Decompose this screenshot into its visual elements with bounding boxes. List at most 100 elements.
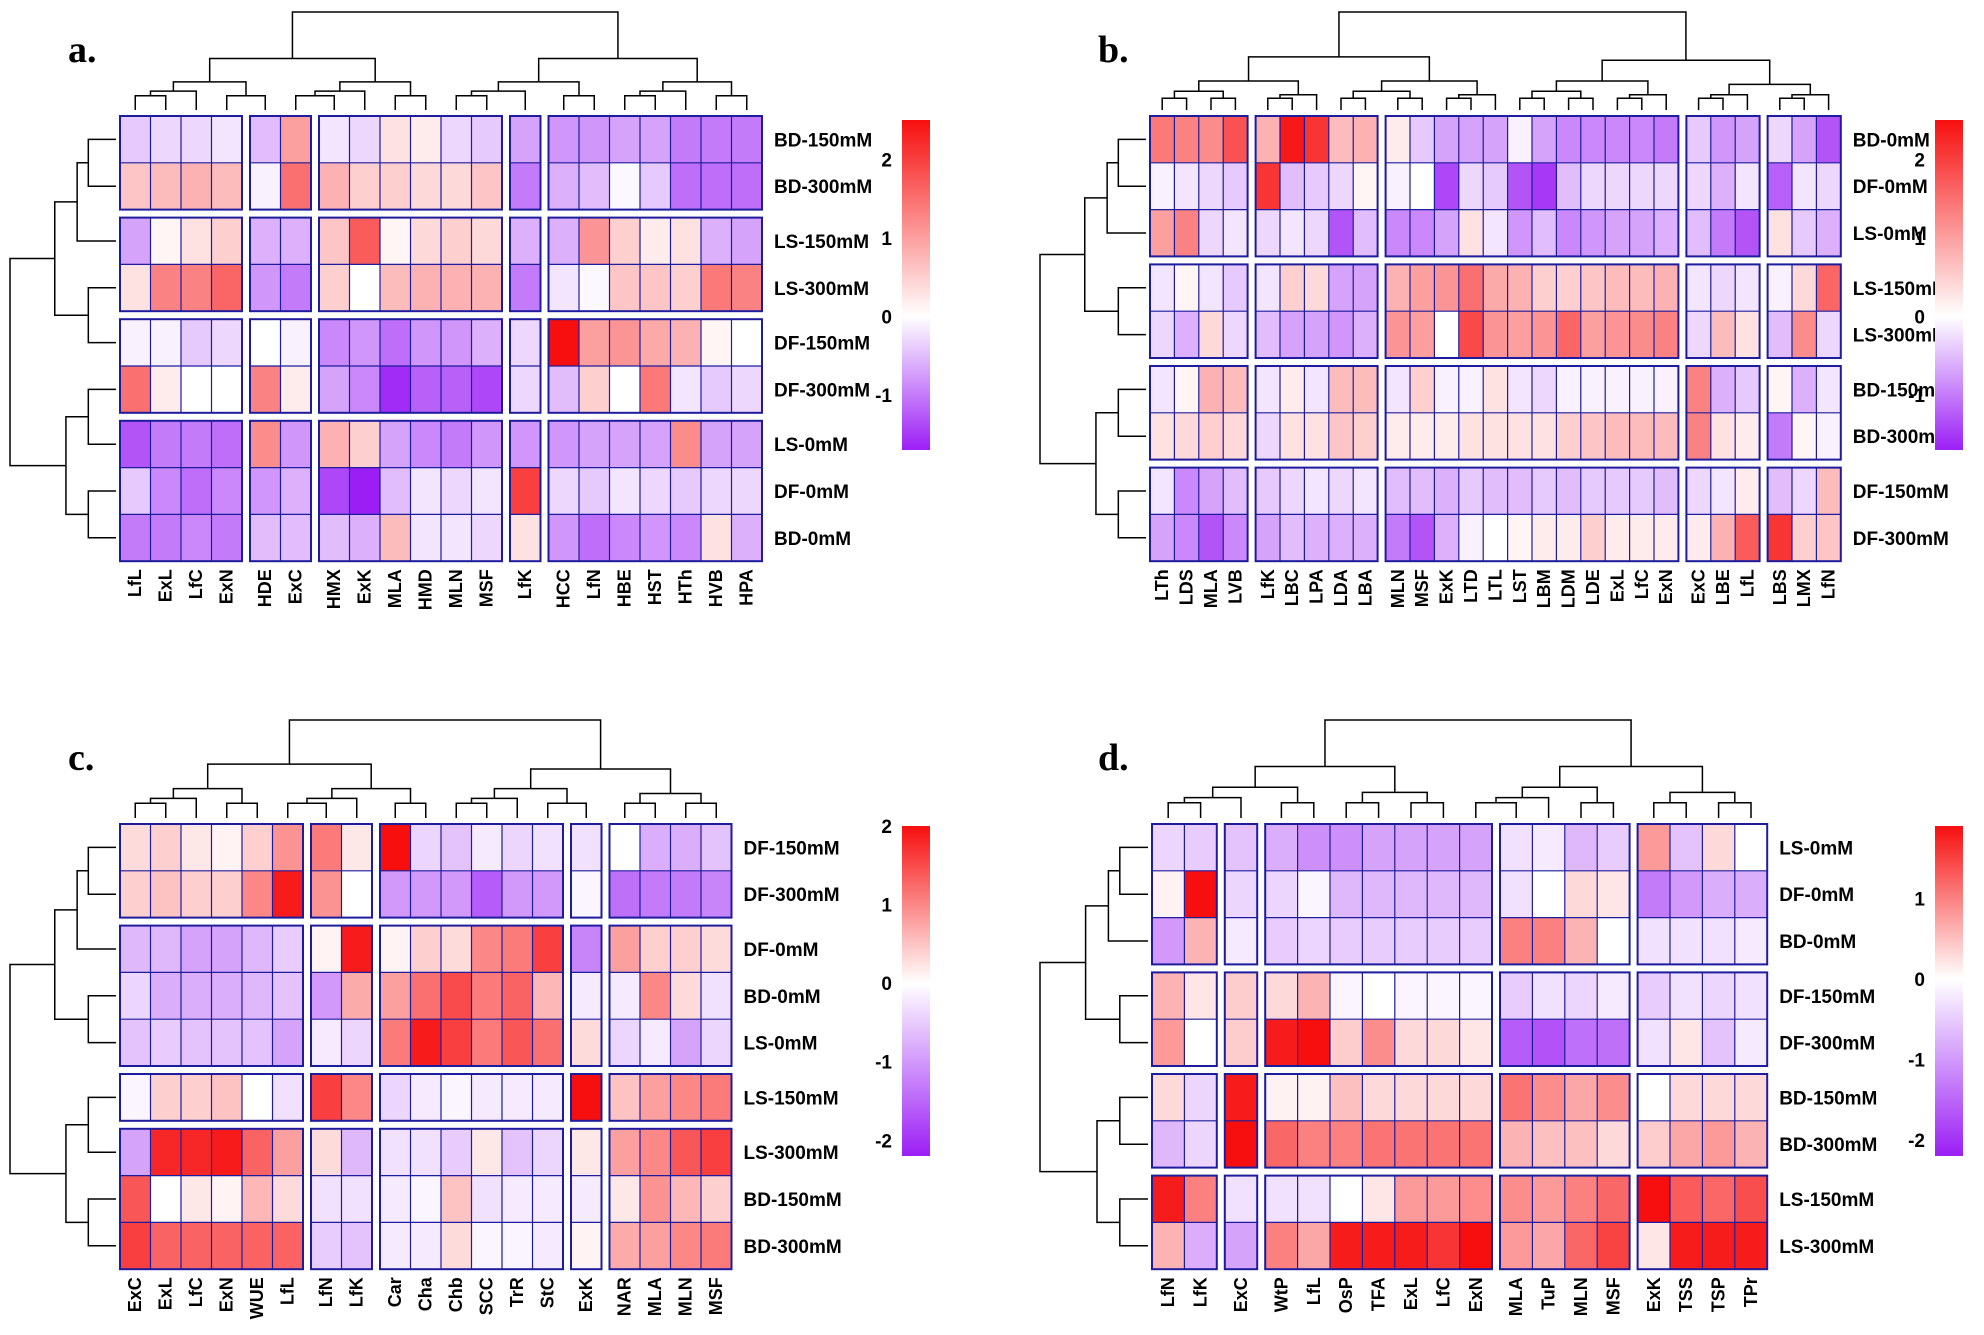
colorbar-tick-label: -2 bbox=[1908, 1131, 1925, 1152]
heatmap-cell bbox=[380, 1222, 411, 1270]
heatmap-cell bbox=[1500, 1120, 1533, 1168]
heatmap-cell bbox=[609, 116, 640, 163]
heatmap-cell bbox=[1670, 1222, 1703, 1270]
heatmap-cell bbox=[1605, 366, 1630, 413]
heatmap-block bbox=[1766, 115, 1842, 258]
heatmap-cell bbox=[1224, 1222, 1258, 1270]
heatmap-cell bbox=[1734, 870, 1768, 918]
heatmap-cell bbox=[120, 1175, 151, 1223]
heatmap-cell bbox=[1198, 311, 1224, 358]
heatmap-cell bbox=[272, 1019, 303, 1066]
heatmap-cell bbox=[640, 217, 671, 265]
heatmap-cell bbox=[510, 420, 541, 468]
row-label: LS-150mM bbox=[774, 232, 869, 253]
heatmap-cell bbox=[502, 824, 533, 871]
heatmap-cell bbox=[311, 870, 342, 918]
heatmap-cell bbox=[670, 1222, 701, 1270]
heatmap-block bbox=[1499, 1174, 1631, 1271]
row-label: DF-150mM bbox=[744, 838, 840, 859]
column-label: LMX bbox=[1794, 569, 1814, 607]
heatmap-cell bbox=[441, 925, 472, 973]
heatmap-cell bbox=[1427, 917, 1460, 965]
heatmap-cell bbox=[1223, 412, 1248, 460]
dendrogram-branch bbox=[1717, 802, 1752, 818]
heatmap-cell bbox=[701, 116, 732, 163]
heatmap-cell bbox=[242, 1019, 273, 1066]
heatmap-cell bbox=[701, 972, 732, 1020]
column-label: ExL bbox=[156, 569, 176, 602]
heatmap-cell bbox=[510, 264, 541, 312]
heatmap-cell bbox=[410, 1175, 441, 1223]
column-label: MLA bbox=[385, 569, 405, 608]
dendrogram-branch bbox=[1173, 90, 1224, 99]
heatmap-cell bbox=[670, 116, 701, 163]
heatmap-cell bbox=[609, 1175, 640, 1223]
heatmap-cell bbox=[1385, 467, 1410, 515]
heatmap-cell bbox=[1434, 412, 1459, 460]
dendrogram-branch bbox=[1117, 490, 1146, 539]
heatmap-cell bbox=[670, 1128, 701, 1176]
heatmap-cell bbox=[1483, 209, 1508, 257]
heatmap-cell bbox=[441, 1222, 472, 1270]
heatmap-cell bbox=[1500, 917, 1533, 965]
dendrogram-branch bbox=[1601, 59, 1771, 85]
heatmap-cell bbox=[1507, 412, 1532, 460]
dendrogram-branch bbox=[1669, 791, 1736, 803]
heatmap-cell bbox=[609, 366, 640, 413]
heatmap-cell bbox=[1702, 972, 1735, 1020]
heatmap-block bbox=[310, 823, 373, 919]
heatmap-cell bbox=[1198, 209, 1224, 257]
heatmap-cell bbox=[211, 1175, 242, 1223]
heatmap-cell bbox=[1734, 1019, 1768, 1066]
heatmap-cell bbox=[548, 264, 579, 312]
heatmap-block bbox=[1264, 971, 1493, 1068]
heatmap-cell bbox=[410, 514, 441, 562]
heatmap-cell bbox=[441, 1128, 472, 1176]
heatmap-cell bbox=[1265, 972, 1298, 1020]
heatmap-cell bbox=[1174, 311, 1199, 358]
heatmap-cell bbox=[548, 467, 579, 515]
heatmap-cell bbox=[211, 925, 242, 973]
heatmap-cell bbox=[510, 162, 541, 210]
colorbar-tick-label: -1 bbox=[1908, 1050, 1925, 1071]
heatmap-block bbox=[119, 1073, 304, 1122]
column-label: LDM bbox=[1559, 569, 1579, 608]
heatmap-cell bbox=[1385, 412, 1410, 460]
heatmap-cell bbox=[1686, 366, 1711, 413]
heatmap-cell bbox=[1735, 264, 1760, 312]
heatmap-cell bbox=[211, 116, 242, 163]
column-label: LfK bbox=[515, 569, 535, 599]
column-label: Car bbox=[385, 1277, 405, 1307]
heatmap-cell bbox=[319, 217, 350, 265]
dendrogram-branch bbox=[287, 802, 327, 818]
colorbar-tick-label: 1 bbox=[1914, 229, 1925, 250]
heatmap-cell bbox=[120, 217, 151, 265]
heatmap-cell bbox=[670, 217, 701, 265]
heatmap-cell bbox=[1152, 917, 1185, 965]
row-label: LS-150mM bbox=[1779, 1190, 1874, 1211]
heatmap-cell bbox=[441, 1019, 472, 1066]
heatmap-cell bbox=[1330, 972, 1363, 1020]
colorbar-tick-label: 0 bbox=[1914, 307, 1925, 328]
heatmap-cell bbox=[1385, 116, 1410, 163]
heatmap-cell bbox=[670, 420, 701, 468]
heatmap-cell bbox=[441, 366, 472, 413]
dendrogram-branch bbox=[1210, 97, 1237, 110]
column-label: LfL bbox=[1737, 569, 1757, 597]
heatmap-cell bbox=[349, 116, 380, 163]
heatmap-cell bbox=[441, 514, 472, 562]
heatmap-cell bbox=[410, 319, 441, 366]
heatmap-cell bbox=[1280, 311, 1305, 358]
heatmap-cell bbox=[1580, 116, 1606, 163]
heatmap-panel-3: DF-150mM DF-300mM DF-0mM BD-0mM LS-0mM LS-150… bbox=[9, 719, 930, 1319]
row-dendrogram bbox=[9, 138, 116, 539]
heatmap-cell bbox=[579, 162, 610, 210]
dendrogram-branch bbox=[1095, 412, 1119, 516]
row-dendrogram bbox=[9, 846, 116, 1247]
heatmap-cell bbox=[571, 870, 602, 918]
heatmap-cell bbox=[120, 1222, 151, 1270]
dendrogram-branch bbox=[1380, 80, 1478, 95]
heatmap-cell bbox=[1265, 1074, 1298, 1121]
heatmap-cell bbox=[1580, 311, 1606, 358]
heatmap-block bbox=[1384, 115, 1680, 258]
